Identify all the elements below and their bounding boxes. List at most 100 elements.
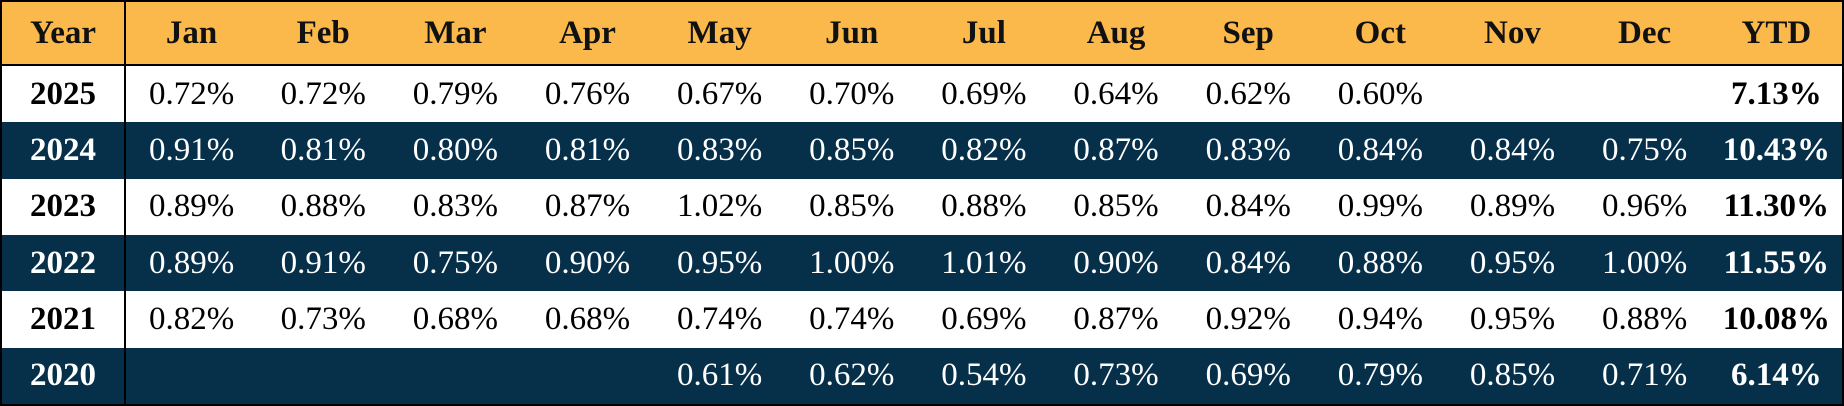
month-cell: 0.84% <box>1182 178 1315 235</box>
table-row: 2021 0.82% 0.73% 0.68% 0.68% 0.74% 0.74% 0.69% 0… <box>1 291 1843 348</box>
month-cell: 0.85% <box>1049 178 1183 235</box>
month-cell: 1.00% <box>785 234 918 292</box>
month-cell: 0.88% <box>1314 234 1447 292</box>
month-cell: 0.69% <box>917 65 1050 123</box>
month-cell <box>125 347 258 405</box>
month-cell: 0.68% <box>389 291 522 348</box>
month-cell: 0.83% <box>653 122 786 179</box>
header-cell: Oct <box>1314 1 1447 66</box>
month-cell <box>257 347 390 405</box>
month-cell: 0.74% <box>785 291 918 348</box>
header-cell: Jul <box>917 1 1050 66</box>
header-cell: Year <box>1 1 126 66</box>
month-cell: 0.85% <box>785 122 918 179</box>
month-cell: 0.87% <box>521 178 654 235</box>
month-cell: 0.68% <box>521 291 654 348</box>
month-cell: 0.88% <box>917 178 1050 235</box>
month-cell: 0.99% <box>1314 178 1447 235</box>
header-cell: Apr <box>521 1 654 66</box>
month-cell: 0.82% <box>917 122 1050 179</box>
month-cell: 0.73% <box>1049 347 1183 405</box>
month-cell: 0.74% <box>653 291 786 348</box>
table-row: 2023 0.89% 0.88% 0.83% 0.87% 1.02% 0.85% 0.88% 0… <box>1 178 1843 235</box>
month-cell: 0.84% <box>1314 122 1447 179</box>
year-cell: 2021 <box>1 291 126 348</box>
month-cell: 0.82% <box>125 291 258 348</box>
month-cell: 0.79% <box>1314 347 1447 405</box>
ytd-cell: 11.55% <box>1710 234 1843 292</box>
table-row: 2025 0.72% 0.72% 0.79% 0.76% 0.67% 0.70% 0.69% 0… <box>1 65 1843 123</box>
ytd-cell: 7.13% <box>1710 65 1843 123</box>
month-cell: 0.69% <box>1182 347 1315 405</box>
header-cell: May <box>653 1 786 66</box>
month-cell: 1.01% <box>917 234 1050 292</box>
month-cell <box>389 347 522 405</box>
ytd-cell: 11.30% <box>1710 178 1843 235</box>
month-cell: 0.81% <box>521 122 654 179</box>
header-cell: Nov <box>1446 1 1579 66</box>
ytd-cell: 6.14% <box>1710 347 1843 405</box>
table-row: 2024 0.91% 0.81% 0.80% 0.81% 0.83% 0.85% 0.82% 0… <box>1 122 1843 179</box>
month-cell: 0.84% <box>1446 122 1579 179</box>
month-cell: 0.83% <box>1182 122 1315 179</box>
year-cell: 2023 <box>1 178 126 235</box>
month-cell <box>1578 65 1711 123</box>
table-row: 2020 0.61% 0.62% 0.54% 0.73% 0.69% 0.79% 0.85% 0… <box>1 347 1843 405</box>
month-cell: 0.84% <box>1182 234 1315 292</box>
month-cell: 0.72% <box>257 65 390 123</box>
month-cell: 0.89% <box>1446 178 1579 235</box>
header-cell: Jun <box>785 1 918 66</box>
header-cell: Mar <box>389 1 522 66</box>
year-cell: 2025 <box>1 65 126 123</box>
month-cell: 0.67% <box>653 65 786 123</box>
month-cell: 1.00% <box>1578 234 1711 292</box>
header-cell: Aug <box>1049 1 1183 66</box>
month-cell: 0.95% <box>1446 291 1579 348</box>
month-cell: 0.95% <box>653 234 786 292</box>
month-cell: 0.87% <box>1049 122 1183 179</box>
month-cell: 0.80% <box>389 122 522 179</box>
month-cell: 0.76% <box>521 65 654 123</box>
month-cell: 0.81% <box>257 122 390 179</box>
month-cell: 0.60% <box>1314 65 1447 123</box>
month-cell: 1.02% <box>653 178 786 235</box>
month-cell <box>1446 65 1579 123</box>
month-cell: 0.94% <box>1314 291 1447 348</box>
month-cell: 0.89% <box>125 178 258 235</box>
ytd-cell: 10.43% <box>1710 122 1843 179</box>
table-body: 2025 0.72% 0.72% 0.79% 0.76% 0.67% 0.70% 0.69% 0… <box>1 65 1843 405</box>
ytd-cell: 10.08% <box>1710 291 1843 348</box>
header-cell: Dec <box>1578 1 1711 66</box>
year-cell: 2022 <box>1 234 126 292</box>
month-cell: 0.90% <box>521 234 654 292</box>
month-cell: 0.85% <box>1446 347 1579 405</box>
month-cell: 0.83% <box>389 178 522 235</box>
month-cell: 0.95% <box>1446 234 1579 292</box>
month-cell: 0.88% <box>1578 291 1711 348</box>
month-cell: 0.92% <box>1182 291 1315 348</box>
month-cell: 0.64% <box>1049 65 1183 123</box>
month-cell: 0.73% <box>257 291 390 348</box>
month-cell: 0.61% <box>653 347 786 405</box>
header-cell: Sep <box>1182 1 1315 66</box>
month-cell: 0.79% <box>389 65 522 123</box>
month-cell: 0.75% <box>1578 122 1711 179</box>
month-cell: 0.70% <box>785 65 918 123</box>
header-cell: YTD <box>1710 1 1843 66</box>
month-cell: 0.90% <box>1049 234 1183 292</box>
header-row: Year Jan Feb Mar Apr May Jun Jul Aug Sep Oct Nov Dec… <box>1 1 1843 66</box>
month-cell: 0.96% <box>1578 178 1711 235</box>
month-cell: 0.85% <box>785 178 918 235</box>
month-cell: 0.72% <box>125 65 258 123</box>
table-row: 2022 0.89% 0.91% 0.75% 0.90% 0.95% 1.00% 1.01% 0… <box>1 234 1843 292</box>
header-cell: Feb <box>257 1 390 66</box>
month-cell: 0.91% <box>125 122 258 179</box>
month-cell: 0.69% <box>917 291 1050 348</box>
month-cell: 0.75% <box>389 234 522 292</box>
year-cell: 2020 <box>1 347 126 405</box>
year-cell: 2024 <box>1 122 126 179</box>
month-cell <box>521 347 654 405</box>
month-cell: 0.54% <box>917 347 1050 405</box>
